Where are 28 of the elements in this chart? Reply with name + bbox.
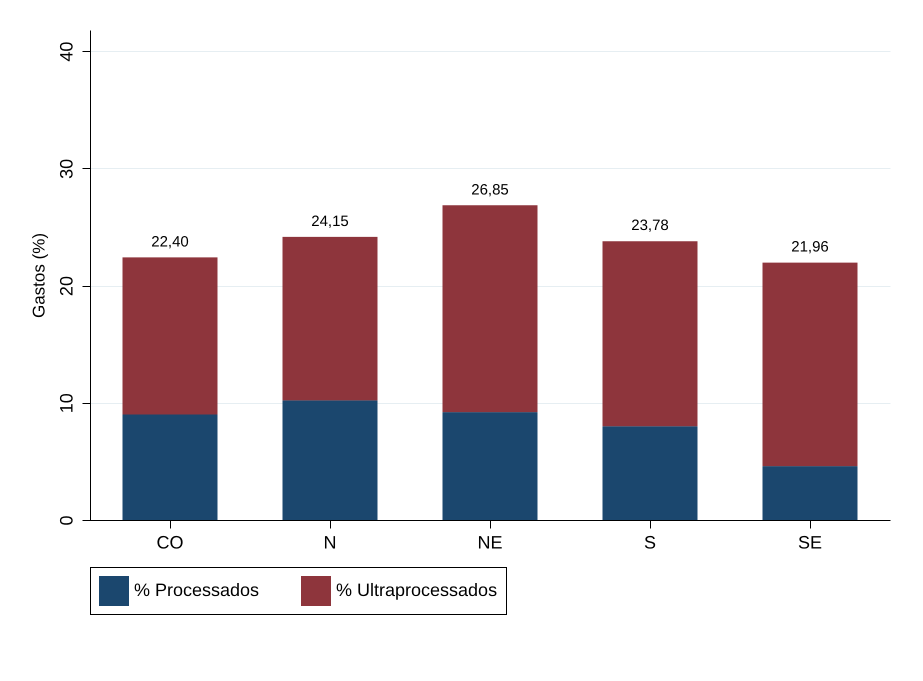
bar	[602, 241, 698, 426]
y-tick-label: 30	[56, 158, 76, 179]
y-tick-label: 10	[56, 393, 76, 414]
bar	[442, 205, 538, 412]
bar	[602, 426, 698, 520]
legend-label: % Processados	[134, 580, 260, 600]
bar	[282, 400, 378, 520]
total-label: 21,96	[791, 238, 829, 256]
total-label: 26,85	[471, 181, 509, 198]
bar	[762, 262, 858, 466]
x-tick-label: S	[644, 532, 656, 552]
bar	[762, 466, 858, 520]
y-axis-title: Gastos (%)	[30, 232, 48, 318]
y-tick-label: 0	[56, 515, 76, 526]
x-tick-label: N	[324, 532, 336, 552]
bar	[122, 257, 218, 414]
y-tick-label: 40	[56, 42, 76, 62]
bar	[122, 414, 218, 520]
x-tick-label: NE	[477, 532, 503, 552]
y-tick-label: 20	[56, 276, 76, 296]
bar	[442, 412, 538, 520]
bar	[282, 236, 378, 400]
total-label: 22,40	[151, 233, 189, 250]
total-label: 23,78	[631, 217, 669, 234]
x-tick-label: CO	[156, 532, 184, 552]
x-tick-label: SE	[798, 532, 822, 552]
total-label: 24,15	[311, 212, 349, 230]
legend-label: % Ultraprocessados	[336, 580, 498, 600]
